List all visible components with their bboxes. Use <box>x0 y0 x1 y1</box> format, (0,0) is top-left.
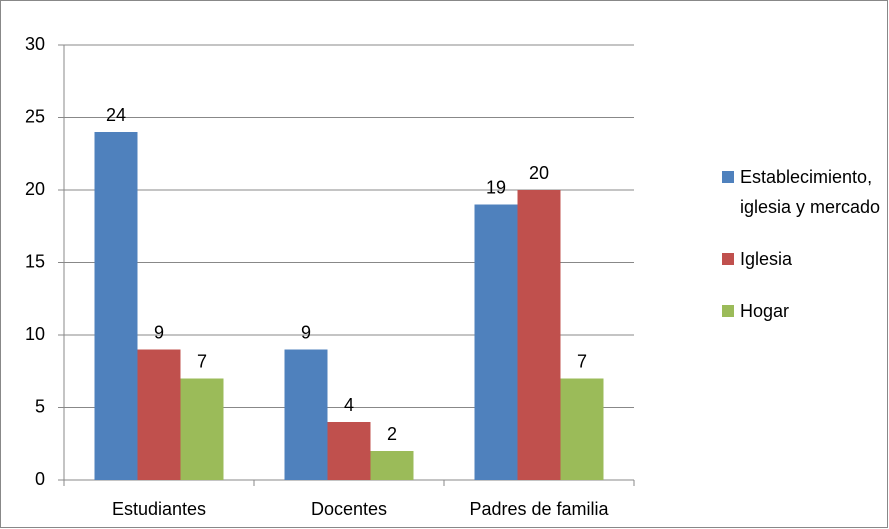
bar <box>327 422 371 480</box>
bar <box>474 204 518 480</box>
legend-swatch <box>722 253 734 265</box>
y-tick-label: 15 <box>25 251 45 271</box>
data-label: 19 <box>486 177 506 197</box>
bar <box>137 349 181 480</box>
legend-item: Establecimiento, iglesia y mercado <box>718 162 888 222</box>
data-label: 7 <box>577 351 587 371</box>
bar <box>370 451 414 480</box>
data-label: 9 <box>301 322 311 342</box>
legend: Establecimiento, iglesia y mercado Iglesi… <box>718 162 888 348</box>
data-label: 2 <box>387 424 397 444</box>
legend-swatch <box>722 171 734 183</box>
x-tick-label: Docentes <box>311 499 387 519</box>
data-label: 20 <box>529 163 549 183</box>
x-tick-label: Estudiantes <box>112 499 206 519</box>
data-label: 24 <box>106 105 126 125</box>
x-tick-label: Padres de familia <box>469 499 609 519</box>
y-tick-label: 0 <box>35 469 45 489</box>
bar <box>284 349 328 480</box>
y-tick-label: 20 <box>25 179 45 199</box>
bar <box>517 190 561 480</box>
legend-item: Hogar <box>718 296 888 326</box>
y-tick-label: 10 <box>25 324 45 344</box>
y-tick-label: 30 <box>25 34 45 54</box>
legend-label: Establecimiento, iglesia y mercado <box>740 167 881 217</box>
data-label: 4 <box>344 395 354 415</box>
bar <box>560 378 604 480</box>
bar <box>180 378 224 480</box>
data-label: 9 <box>154 322 164 342</box>
legend-label: Iglesia <box>740 249 793 269</box>
bar <box>94 132 138 480</box>
legend-label: Hogar <box>740 301 790 321</box>
legend-item: Iglesia <box>718 244 888 274</box>
y-tick-label: 25 <box>25 106 45 126</box>
legend-swatch <box>722 305 734 317</box>
y-tick-label: 5 <box>35 396 45 416</box>
data-label: 7 <box>197 351 207 371</box>
